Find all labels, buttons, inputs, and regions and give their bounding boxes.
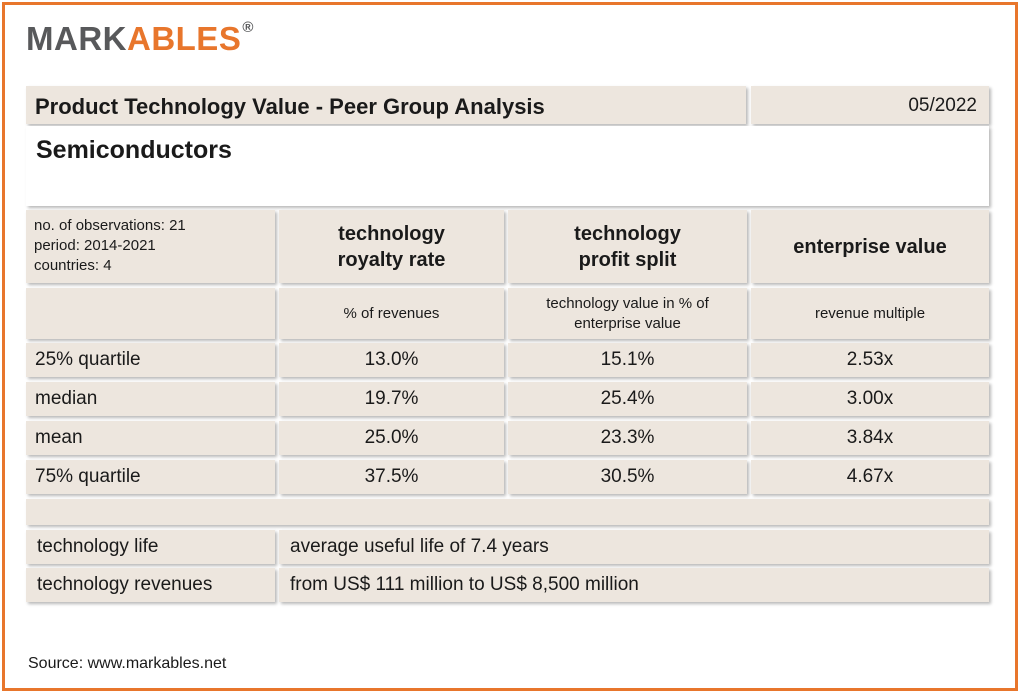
countries-count: countries: 4 [34, 257, 112, 274]
label-technology-life: technology life [26, 530, 275, 564]
report-date: 05/2022 [751, 86, 989, 124]
unit-royalty-rate: % of revenues [279, 288, 504, 339]
value-profit-split-mean: 23.3% [508, 421, 747, 455]
registered-mark: ® [242, 19, 254, 36]
unit-line: % of revenues [343, 304, 440, 322]
unit-row-empty-cell [26, 288, 275, 339]
logo-part2: ABLES [126, 20, 242, 57]
value-ev-mean: 3.84x [751, 421, 989, 455]
column-header-royalty-rate: technology royalty rate [279, 210, 504, 283]
spacer-row [26, 499, 989, 525]
sector-title: Semiconductors [26, 126, 989, 206]
column-header-enterprise-value: enterprise value [751, 210, 989, 283]
column-header-profit-split: technology profit split [508, 210, 747, 283]
unit-enterprise-value: revenue multiple [751, 288, 989, 339]
logo-part1: MARK [26, 20, 127, 57]
row-label-median: median [26, 382, 275, 416]
unit-profit-split: technology value in % of enterprise value [508, 288, 747, 339]
value-technology-revenues: from US$ 111 million to US$ 8,500 millio… [279, 568, 989, 602]
value-ev-75-quartile: 4.67x [751, 460, 989, 494]
row-label-75-quartile: 75% quartile [26, 460, 275, 494]
row-label-25-quartile: 25% quartile [26, 343, 275, 377]
value-ev-25-quartile: 2.53x [751, 343, 989, 377]
column-header-line: royalty rate [337, 248, 446, 271]
row-label-mean: mean [26, 421, 275, 455]
unit-line: revenue multiple [814, 304, 926, 322]
value-royalty-mean: 25.0% [279, 421, 504, 455]
observation-period: period: 2014-2021 [34, 237, 156, 254]
markables-logo: MARKABLES® [26, 19, 254, 58]
observations-info: no. of observations: 21 period: 2014-202… [26, 210, 275, 283]
value-profit-split-75-quartile: 30.5% [508, 460, 747, 494]
source-note: Source: www.markables.net [28, 655, 227, 672]
report-title: Product Technology Value - Peer Group An… [26, 86, 746, 124]
value-technology-life: average useful life of 7.4 years [279, 530, 989, 564]
value-profit-split-25-quartile: 15.1% [508, 343, 747, 377]
value-royalty-75-quartile: 37.5% [279, 460, 504, 494]
column-header-line: enterprise value [793, 235, 947, 258]
unit-line: enterprise value [574, 314, 681, 332]
column-header-line: technology [338, 222, 445, 245]
unit-line: technology value in % of [546, 294, 709, 312]
value-ev-median: 3.00x [751, 382, 989, 416]
label-technology-revenues: technology revenues [26, 568, 275, 602]
value-royalty-25-quartile: 13.0% [279, 343, 504, 377]
column-header-line: profit split [578, 248, 677, 271]
value-profit-split-median: 25.4% [508, 382, 747, 416]
column-header-line: technology [574, 222, 681, 245]
observations-count: no. of observations: 21 [34, 217, 186, 234]
value-royalty-median: 19.7% [279, 382, 504, 416]
